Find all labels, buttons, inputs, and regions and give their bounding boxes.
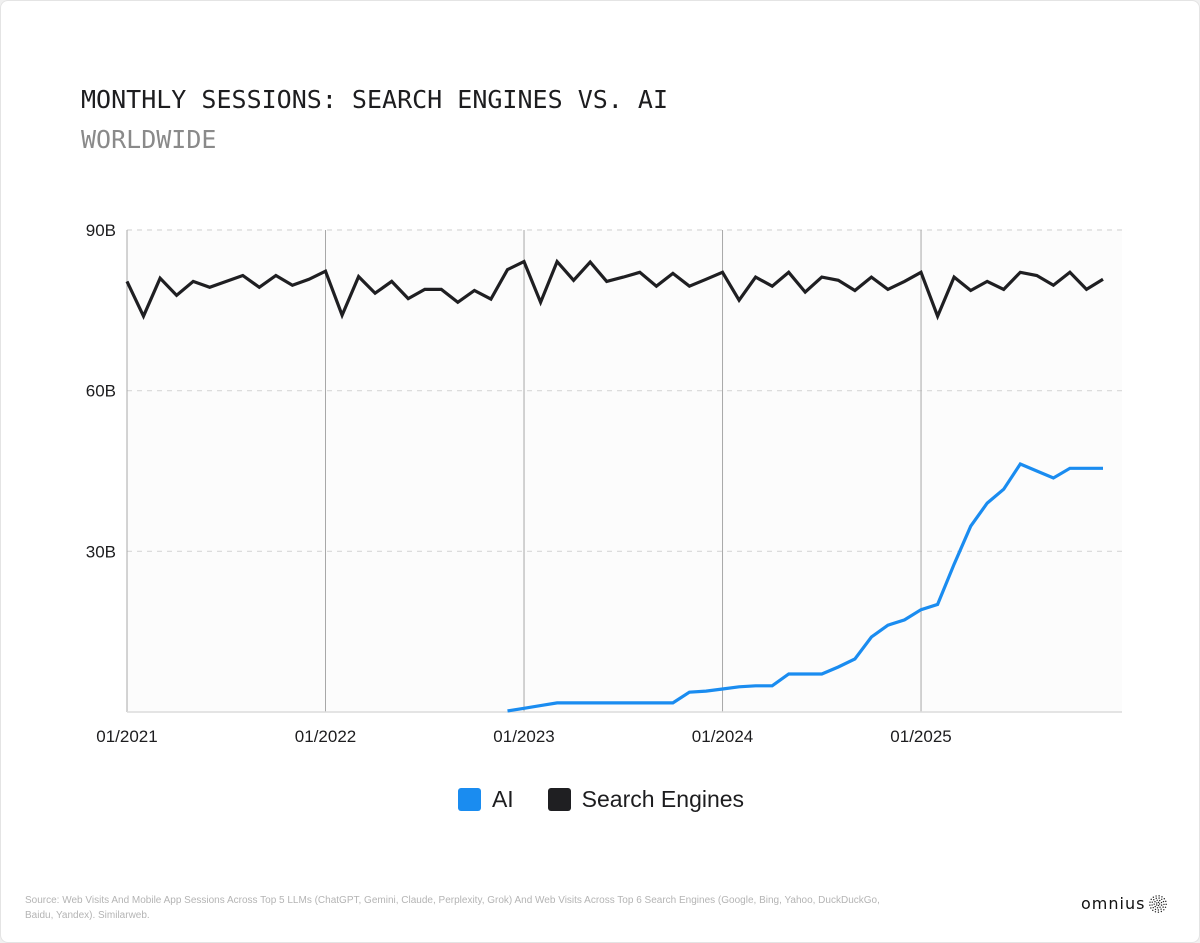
y-tick-label: 90B <box>86 221 116 240</box>
brand-name: omnius <box>1081 894 1146 913</box>
y-tick-label: 30B <box>86 542 116 561</box>
year-lines <box>126 230 922 712</box>
chart-subtitle: WORLDWIDE <box>81 125 217 154</box>
legend-item-search-engines[interactable]: Search Engines <box>547 786 745 813</box>
legend-swatch-ai <box>457 788 481 811</box>
y-tick-label: 60B <box>86 382 116 401</box>
legend-swatch-search-engines <box>547 788 571 811</box>
x-tick-label: 01/2023 <box>493 727 554 746</box>
x-tick-label: 01/2022 <box>295 727 356 746</box>
source-note: Source: Web Visits And Mobile App Sessio… <box>25 895 880 921</box>
brand-logo: omnius <box>1081 894 1168 913</box>
series-line-ai <box>507 462 1103 713</box>
series-group <box>125 258 1104 713</box>
chart-title: MONTHLY SESSIONS: SEARCH ENGINES VS. AI <box>81 85 668 114</box>
series-line-search-engines <box>125 258 1104 321</box>
x-tick-label: 01/2025 <box>890 727 951 746</box>
legend-label-ai: AI <box>491 786 514 812</box>
legend: AI Search Engines <box>1 786 1200 813</box>
y-axis: 90B 60B 30B <box>86 221 116 561</box>
x-tick-label: 01/2021 <box>96 727 157 746</box>
x-tick-label: 01/2024 <box>692 727 753 746</box>
legend-item-ai[interactable]: AI <box>457 786 514 813</box>
plot-area <box>127 230 1122 712</box>
dotted-sphere-icon <box>1149 894 1168 913</box>
x-axis: 01/2021 01/2022 01/2023 01/2024 01/2025 <box>96 727 951 746</box>
legend-label-search-engines: Search Engines <box>581 786 745 812</box>
